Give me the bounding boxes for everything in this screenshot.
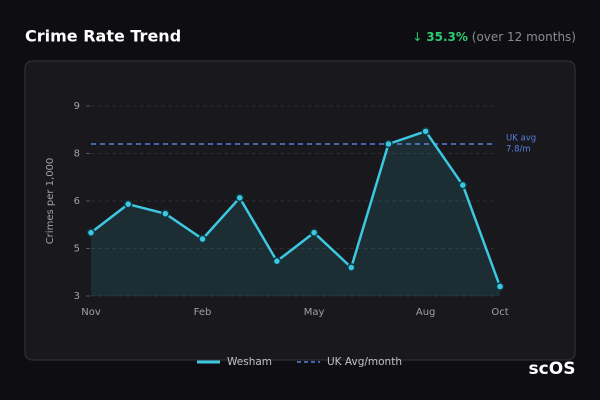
point [161, 209, 170, 218]
x-tick-label: May [304, 307, 325, 318]
point [86, 228, 96, 237]
y-tick-label: 9 [74, 101, 80, 112]
x-tick-label: Feb [194, 307, 212, 318]
point [123, 199, 133, 209]
point [347, 263, 356, 272]
chart-panel [24, 60, 576, 361]
change-value: 35.3% [426, 30, 468, 44]
change-period: (over 12 months) [472, 30, 576, 44]
title: Crime Rate Trend [25, 27, 181, 46]
reference-value-label: 7.8/m [506, 145, 531, 155]
point [384, 139, 393, 149]
change-arrow: ↓ [412, 30, 422, 44]
reference-label: UK avg [506, 134, 536, 144]
y-tick-label: 5 [74, 244, 80, 255]
y-tick-label: 3 [74, 291, 80, 302]
legend-label: Wesham [227, 356, 272, 368]
point [235, 193, 244, 203]
y-axis-label: Crimes per 1,000 [45, 158, 56, 245]
area [91, 131, 500, 296]
point [458, 180, 468, 190]
legend-label: UK Avg/month [327, 356, 402, 368]
point [272, 256, 282, 266]
x-tick-label: Aug [416, 307, 436, 318]
y-tick-label: 8 [74, 149, 80, 160]
change-summary: ↓ 35.3% (over 12 months) [412, 30, 576, 44]
y-tick-label: 6 [74, 196, 80, 207]
x-tick-label: Oct [491, 307, 508, 318]
point [198, 234, 207, 244]
point [421, 127, 430, 136]
watermark: scOS [529, 359, 576, 379]
point [495, 282, 505, 291]
x-tick-label: Nov [81, 307, 101, 318]
point [309, 228, 319, 237]
line [90, 130, 502, 287]
